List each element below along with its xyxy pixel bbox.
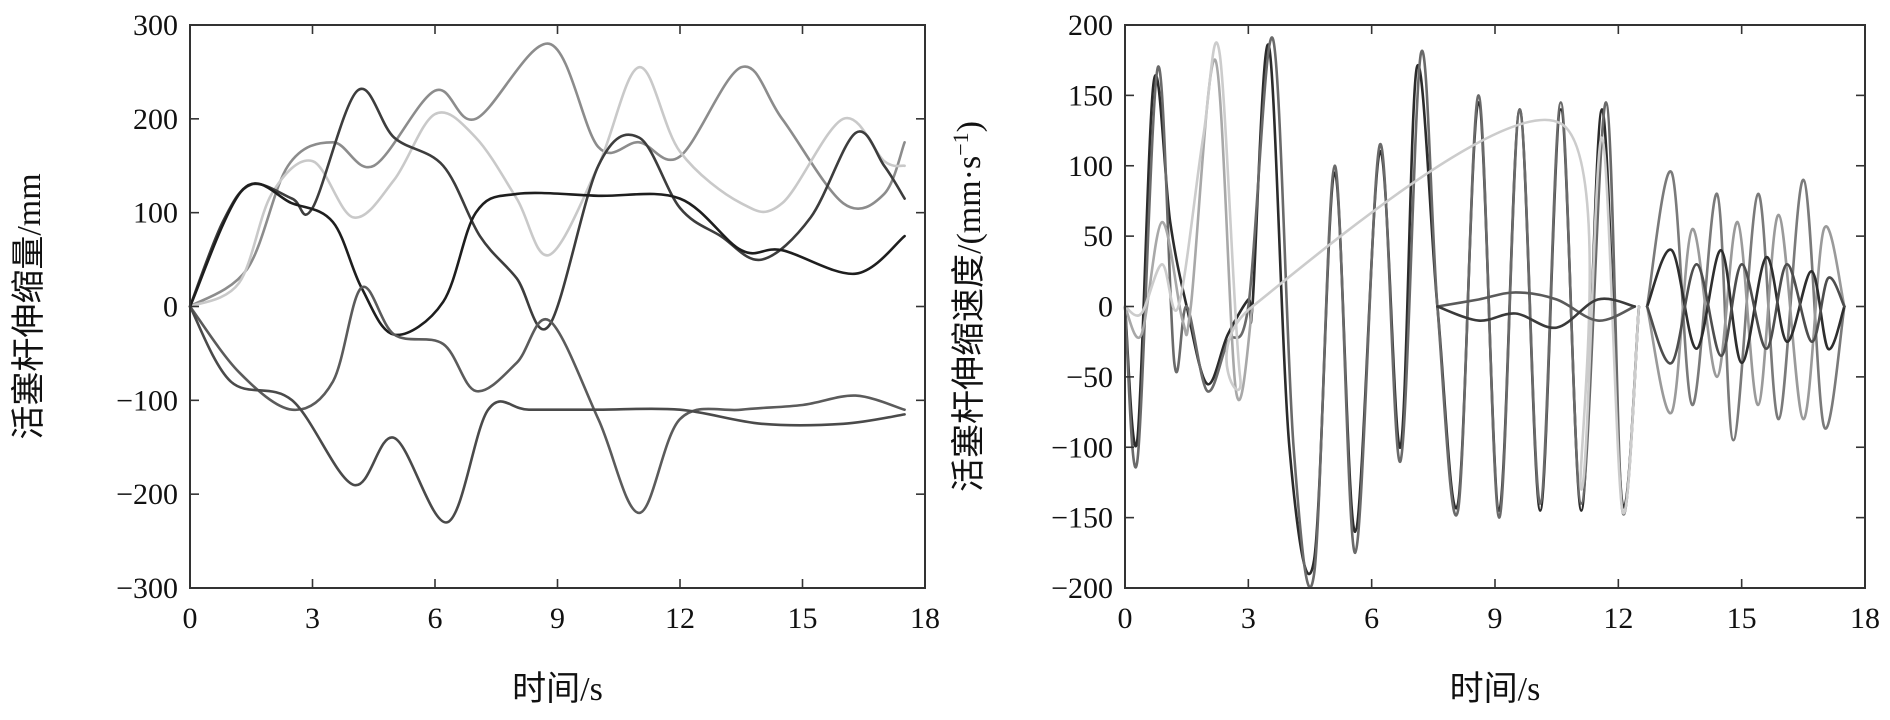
right-chart: 0 3 6 9 12 15 18 −200 −150 −100 −50 0 50 100 150 200 时间/… [948, 9, 1880, 708]
y-axis-label: 活塞杆伸缩量/mm [10, 173, 48, 439]
x-tick-label: 9 [550, 602, 565, 635]
x-tick-label: 12 [665, 602, 695, 635]
y-tick-label: −300 [116, 572, 178, 605]
y-tick-label: 100 [133, 197, 178, 230]
series-line-0-4 [188, 285, 906, 515]
series-line-1-3 [1123, 41, 1641, 515]
x-tick-label: 9 [1488, 602, 1503, 635]
y-tick-label: −50 [1066, 361, 1113, 394]
series-line-1-1 [1123, 36, 1641, 589]
series-line-1-5 [1436, 297, 1637, 330]
x-axis-label: 时间/s [512, 671, 603, 708]
x-axis-label: 时间/s [1450, 671, 1541, 708]
series-line-1-4 [1436, 291, 1637, 322]
y-tick-label: −100 [116, 384, 178, 417]
x-tick-label: 0 [183, 602, 198, 635]
x-tick-label: 15 [1727, 602, 1757, 635]
x-tick-label: 18 [910, 602, 940, 635]
x-tick-label: 0 [1118, 602, 1133, 635]
y-tick-label: 200 [1068, 9, 1113, 42]
series-line-1-8 [1645, 248, 1846, 365]
y-tick-label: −100 [1051, 431, 1113, 464]
y-tick-label: 0 [1098, 291, 1113, 324]
x-tick-label: 6 [1364, 602, 1379, 635]
series-line-1-9 [1645, 262, 1846, 365]
series-line-0-0 [188, 42, 906, 308]
x-tick-label: 3 [305, 602, 320, 635]
y-tick-label: −200 [116, 478, 178, 511]
y-axis-label: 活塞杆伸缩速度/(mm·s−1) [948, 121, 988, 492]
y-tick-label: −150 [1051, 502, 1113, 535]
left-chart: 0 3 6 9 12 15 18 −300 −200 −100 0 100 200 300 时间/s 活塞杆伸… [10, 9, 940, 708]
series-line-1-6 [1645, 170, 1846, 442]
x-tick-label: 18 [1850, 602, 1880, 635]
x-tick-label: 3 [1241, 602, 1256, 635]
x-tick-label: 15 [788, 602, 818, 635]
y-tick-label: 300 [133, 9, 178, 42]
series-line-0-2 [188, 87, 906, 331]
y-tick-label: 150 [1068, 79, 1113, 112]
series-line-0-5 [188, 305, 906, 524]
y-tick-label: 0 [163, 291, 178, 324]
x-tick-label: 6 [428, 602, 443, 635]
series-line-0-1 [188, 65, 906, 308]
series-line-1-0 [1123, 43, 1641, 576]
y-tick-label: 50 [1083, 220, 1113, 253]
series-line-0-3 [188, 182, 906, 337]
series-line-1-2 [1123, 58, 1254, 402]
y-tick-label: 100 [1068, 150, 1113, 183]
y-tick-label: 200 [133, 103, 178, 136]
y-tick-label: −200 [1051, 572, 1113, 605]
x-tick-label: 12 [1603, 602, 1633, 635]
